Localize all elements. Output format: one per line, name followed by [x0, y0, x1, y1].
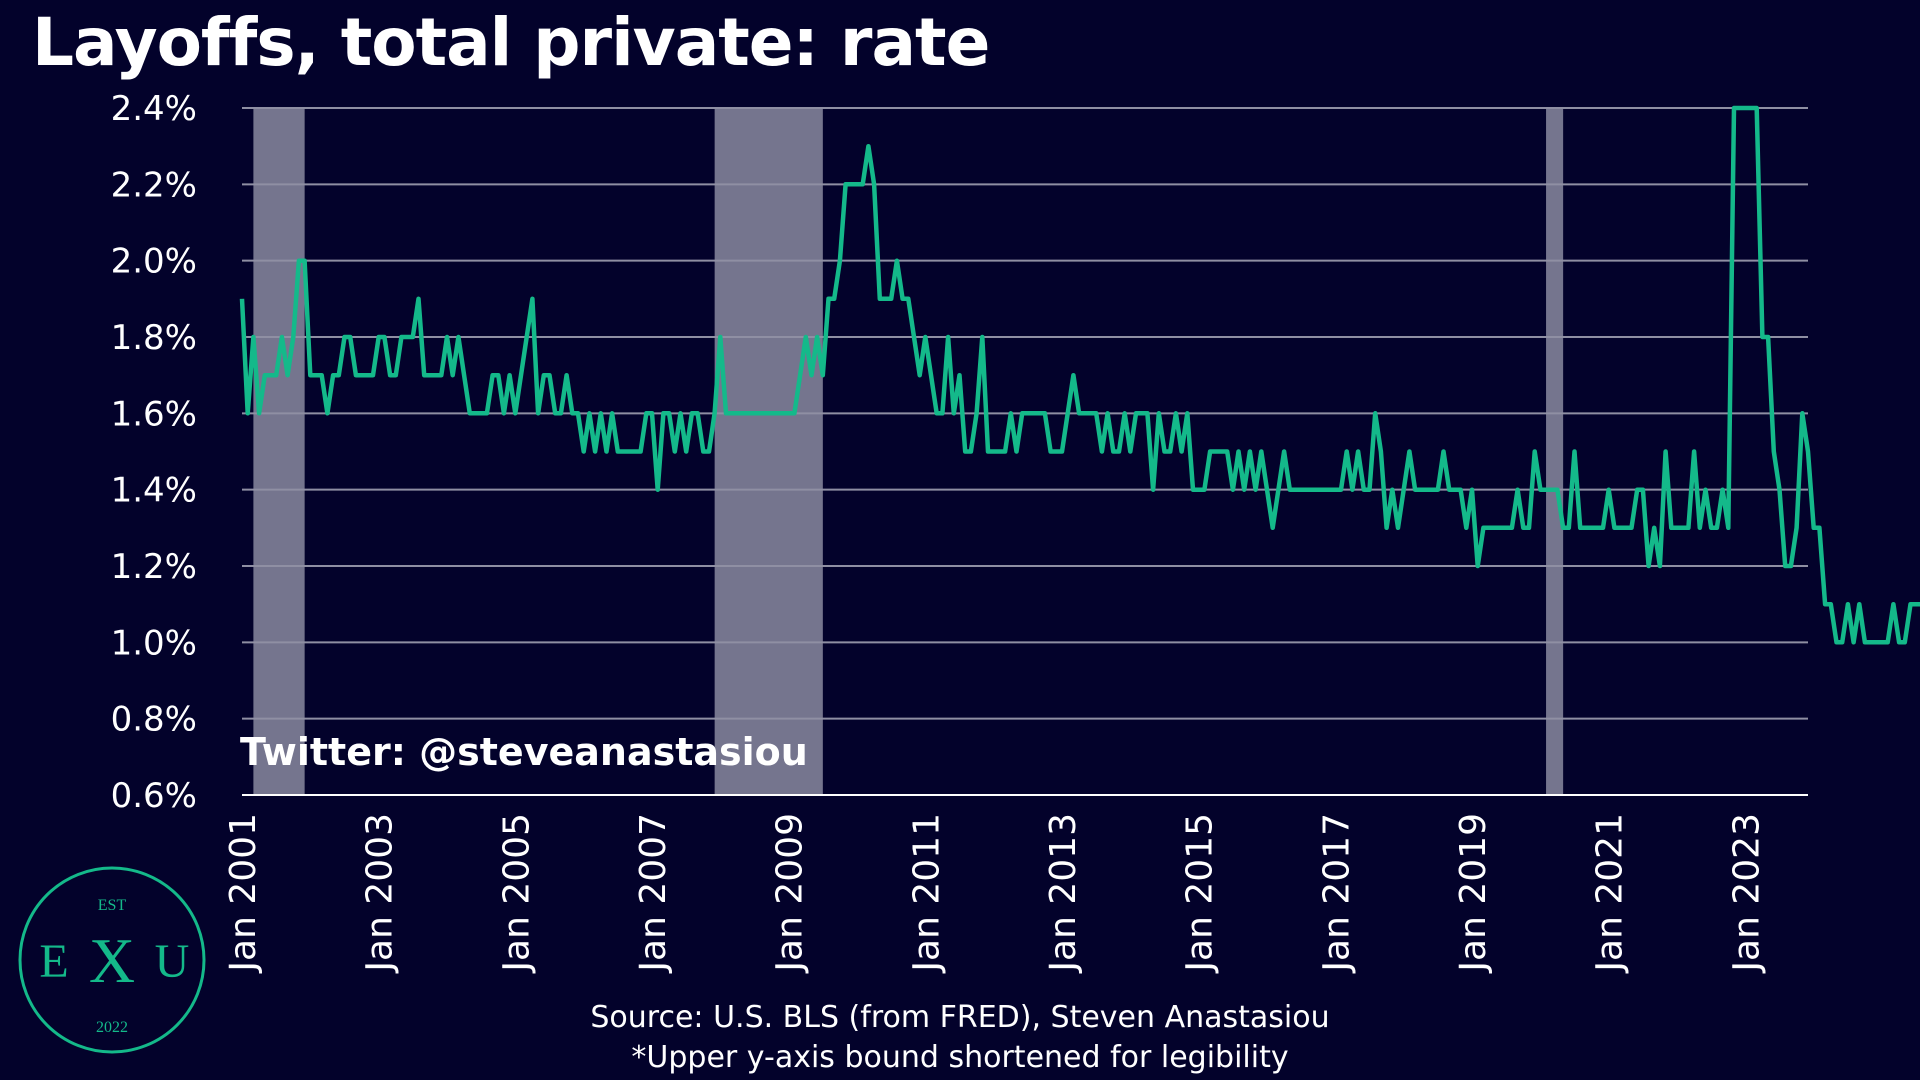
- y-tick-label: 1.4%: [111, 471, 197, 511]
- layoffs-rate-line: [239, 105, 1920, 645]
- recession-band-0: [253, 108, 305, 795]
- y-tick-label: 1.2%: [111, 547, 197, 587]
- y-axis-ticks: 0.6% 0.8% 1.0% 1.2% 1.4% 1.6% 1.8% 2.0% 2.2% 2.4%: [111, 89, 197, 816]
- x-tick-label: Jan 2017: [1316, 813, 1357, 974]
- x-tick-label: Jan 2021: [1590, 813, 1631, 974]
- x-tick-label: Jan 2003: [360, 813, 401, 974]
- logo-x: X: [89, 925, 135, 996]
- x-axis-ticks: Jan 2001 Jan 2003 Jan 2005 Jan 2007 Jan 2009…: [223, 813, 1767, 974]
- recession-band-1: [714, 108, 823, 795]
- logo-est: EST: [98, 897, 127, 914]
- x-tick-label: Jan 2007: [633, 813, 674, 974]
- logo-e: E: [39, 935, 68, 988]
- x-tick-label: Jan 2009: [770, 813, 811, 974]
- y-tick-label: 1.8%: [111, 318, 197, 358]
- recession-bands: [253, 108, 1564, 795]
- logo-u: U: [155, 935, 190, 988]
- source-note: Source: U.S. BLS (from FRED), Steven Ana…: [590, 1000, 1330, 1035]
- logo-year: 2022: [96, 1019, 128, 1036]
- x-tick-label: Jan 2015: [1180, 813, 1221, 974]
- logo-circle: [18, 866, 206, 1054]
- axis-footnote: *Upper y-axis bound shortened for legibi…: [631, 1040, 1289, 1075]
- x-tick-label: Jan 2023: [1726, 813, 1767, 974]
- y-tick-label: 2.4%: [111, 89, 197, 129]
- y-tick-label: 1.6%: [111, 394, 197, 434]
- y-tick-label: 1.0%: [111, 623, 197, 663]
- recession-band-2: [1546, 108, 1564, 795]
- twitter-watermark: Twitter: @steveanastasiou: [240, 730, 808, 774]
- series-line-layer: [239, 105, 1920, 645]
- x-tick-label: Jan 2019: [1453, 813, 1494, 974]
- y-tick-label: 0.8%: [111, 700, 197, 740]
- x-tick-label: Jan 2011: [906, 813, 947, 974]
- exu-logo: EST E X U 2022: [18, 866, 206, 1054]
- x-tick-label: Jan 2005: [496, 813, 537, 974]
- x-tick-label: Jan 2013: [1043, 813, 1084, 974]
- x-tick-label: Jan 2001: [223, 813, 264, 974]
- chart-title: Layoffs, total private: rate: [32, 4, 990, 81]
- y-tick-label: 2.0%: [111, 242, 197, 282]
- y-tick-label: 2.2%: [111, 165, 197, 205]
- y-tick-label: 0.6%: [111, 776, 197, 816]
